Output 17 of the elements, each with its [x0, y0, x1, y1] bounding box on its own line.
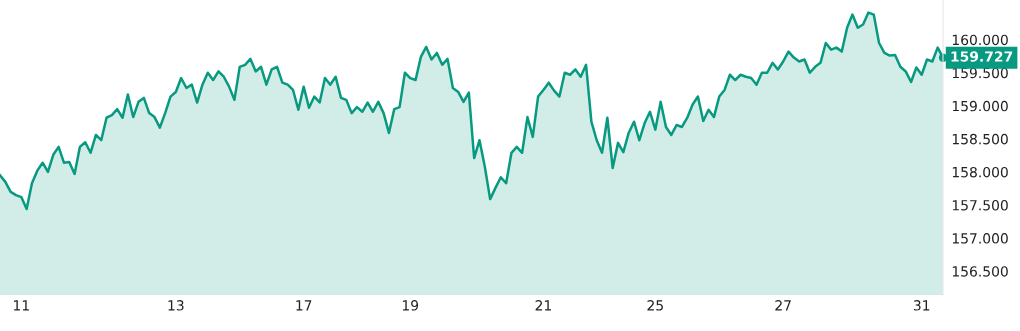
y-tick-label: 157.500: [952, 200, 1008, 211]
text: 159.727: [951, 51, 1013, 62]
x-tick-label: 17: [296, 300, 312, 311]
x-tick-label: 13: [168, 300, 184, 311]
y-tick-label: 157.000: [952, 233, 1008, 244]
x-tick-label: 25: [647, 300, 663, 311]
x-tick-label: 27: [775, 300, 791, 311]
y-tick-label: 159.000: [952, 100, 1008, 112]
x-tick-label: 31: [913, 300, 930, 311]
x-tick-label: 11: [14, 300, 29, 311]
y-tick-label: 159.500: [952, 67, 1008, 79]
y-tick-label: 156.500: [952, 266, 1008, 277]
y-tick-label: 158.000: [952, 166, 1008, 178]
x-tick-label: 21: [535, 300, 551, 311]
x-tick-label: 19: [402, 300, 419, 311]
y-tick-label: 160.000: [952, 34, 1008, 46]
y-tick-label: 158.500: [952, 133, 1008, 145]
